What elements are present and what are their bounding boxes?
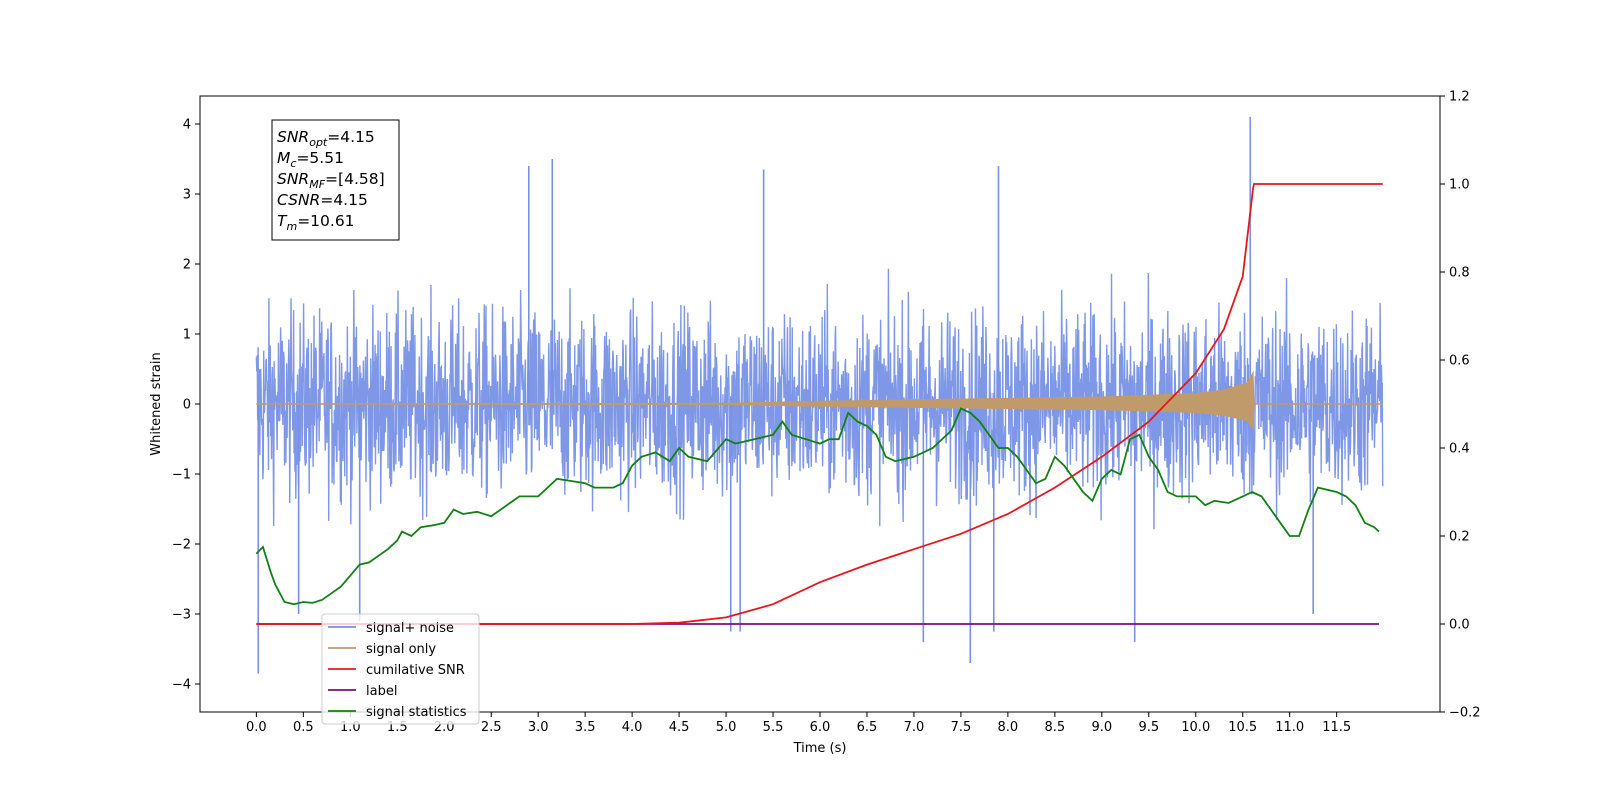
legend-label: label: [366, 684, 397, 699]
x-tick-label: 11.0: [1275, 720, 1304, 735]
y-axis-label: Whitened strain: [149, 352, 164, 455]
y-tick-label: −2: [172, 538, 191, 553]
annotation-frame: [271, 119, 400, 241]
signal-only-trace: [256, 370, 1383, 431]
y2-tick-label: 1.0: [1449, 178, 1470, 193]
y-tick-label: −1: [172, 468, 191, 483]
y-axis-right: −0.2 0.0 0.2 0.4 0.6 0.8 1.0 1.2: [1440, 90, 1481, 721]
x-tick-label: 2.5: [481, 720, 502, 735]
legend: signal+ noise signal only cumilative SNR la…: [321, 613, 480, 725]
x-tick-label: 10.5: [1228, 720, 1257, 735]
x-tick-label: 4.0: [622, 720, 643, 735]
x-tick-label: 8.0: [998, 720, 1019, 735]
x-axis-label: Time (s): [793, 741, 847, 756]
y-tick-label: 4: [183, 118, 191, 133]
y2-tick-label: 0.0: [1449, 618, 1470, 633]
x-tick-label: 6.5: [857, 720, 878, 735]
y2-tick-label: 0.2: [1449, 530, 1470, 545]
y2-tick-label: −0.2: [1449, 706, 1481, 721]
y-tick-label: 0: [183, 398, 191, 413]
y-tick-label: −4: [172, 678, 191, 693]
x-tick-label: 0.5: [293, 720, 314, 735]
x-tick-label: 0.0: [246, 720, 267, 735]
x-tick-label: 4.5: [669, 720, 690, 735]
annotation-line: Tm=10.61: [277, 212, 355, 233]
signal-plus-noise-line: [255, 268, 1384, 530]
x-tick-label: 5.0: [716, 720, 737, 735]
y2-tick-label: 0.8: [1449, 266, 1470, 281]
y2-tick-label: 0.4: [1449, 442, 1470, 457]
y2-tick-label: 1.2: [1449, 90, 1470, 105]
y2-tick-label: 0.6: [1449, 354, 1470, 369]
x-tick-label: 9.5: [1138, 720, 1159, 735]
x-tick-label: 5.5: [763, 720, 784, 735]
legend-label: signal+ noise: [366, 621, 454, 636]
x-tick-label: 3.0: [528, 720, 549, 735]
x-tick-label: 7.5: [951, 720, 972, 735]
x-tick-label: 3.5: [575, 720, 596, 735]
legend-label: signal statistics: [366, 705, 467, 720]
y-tick-label: 3: [183, 188, 191, 203]
legend-label: cumilative SNR: [366, 663, 465, 678]
signal-only-envelope: [256, 370, 1383, 431]
annotation-line: Mc=5.51: [277, 149, 344, 170]
cumilative-snr-line: [256, 183, 1383, 625]
annotation-line: CSNR=4.15: [277, 191, 368, 209]
y-axis-left: −4 −3 −2 −1 0 1 2 3 4: [172, 118, 200, 693]
annotation-line: SNRopt=4.15: [277, 128, 375, 149]
y-tick-label: −3: [172, 608, 191, 623]
y-tick-label: 1: [183, 328, 191, 343]
x-tick-label: 7.0: [904, 720, 925, 735]
x-tick-label: 9.0: [1091, 720, 1112, 735]
signal-statistics-line: [255, 407, 1380, 606]
y-tick-label: 2: [183, 258, 191, 273]
x-tick-label: 10.0: [1181, 720, 1210, 735]
annotation-line: SNRMF=[4.58]: [277, 170, 385, 191]
legend-label: signal only: [366, 642, 436, 657]
x-tick-label: 8.5: [1045, 720, 1066, 735]
x-tick-label: 11.5: [1322, 720, 1351, 735]
x-tick-label: 6.0: [810, 720, 831, 735]
legend-frame: [321, 613, 480, 725]
